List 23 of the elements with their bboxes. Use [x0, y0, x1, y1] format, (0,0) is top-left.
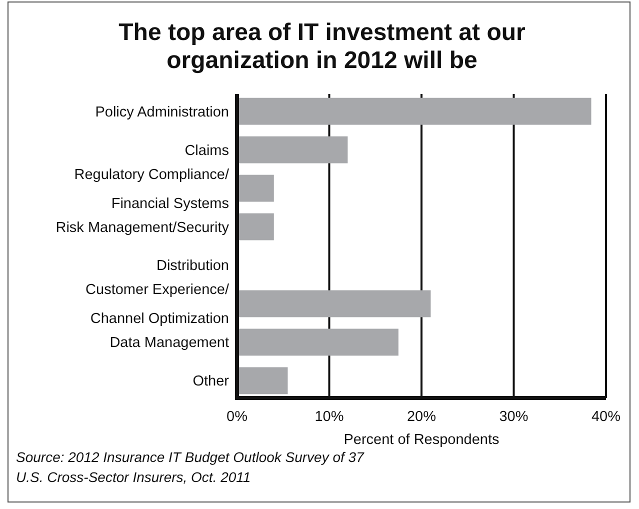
y-tick-label: Data Management: [110, 335, 229, 352]
y-tick-label: Risk Management/Security: [56, 220, 230, 236]
y-tick-label: Policy Administration: [95, 104, 229, 120]
x-tick-label: 40%: [591, 409, 621, 425]
x-axis-title: Percent of Respondents: [344, 432, 500, 448]
chart-title: The top area of IT investment at our organization in 2012 will be: [118, 19, 526, 74]
y-tick-label: Distribution: [156, 258, 229, 274]
bar: [237, 213, 274, 240]
x-tick-label: 20%: [406, 409, 436, 425]
bar: [237, 328, 398, 356]
bar: [237, 290, 431, 318]
y-tick-label: Regulatory Compliance/ Financial Systems: [74, 166, 230, 212]
bar: [237, 174, 274, 202]
y-tick-label: Customer Experience/ Channel Optimization: [86, 282, 230, 328]
bar: [237, 136, 348, 164]
source-note: Source: 2012 Insurance IT Budget Outlook Survey of 37 U.S. Cross-Sector Insurers, Oct. 2011: [16, 449, 366, 485]
x-tick-label: 10%: [314, 409, 344, 425]
x-tick-label: 30%: [499, 409, 528, 425]
y-tick-label: Claims: [184, 142, 229, 159]
bar: [237, 367, 288, 394]
y-tick-label: Other: [192, 374, 230, 390]
x-tick-label: 0%: [226, 409, 248, 425]
bar: [237, 98, 592, 125]
